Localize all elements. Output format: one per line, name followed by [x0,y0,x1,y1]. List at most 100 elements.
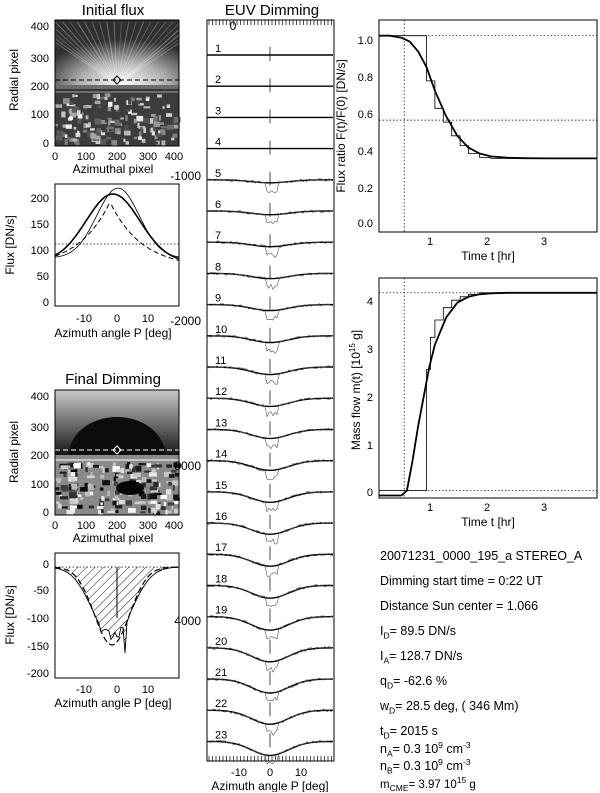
euv-row: 14 [206,449,334,481]
mass-y-tick: 1 [367,440,373,452]
mass-y-tick: 2 [367,392,373,404]
euv-row-label: 21 [215,667,227,679]
pixel-x-tick: 200 [108,151,126,163]
euv-row-label: 9 [215,293,221,305]
pixel-x-tick: 100 [77,151,95,163]
euv-axis-label: Azimuth angle P [deg] [211,779,328,792]
euv-row: 20 [206,636,334,673]
euv-row: 13 [206,417,334,450]
euv-row-label: 15 [215,480,227,492]
pixel-y-tick: 200 [31,81,49,93]
pixel-y-tick: 300 [31,422,49,434]
euv-row-label: 4 [215,137,221,149]
pixel-x-tick: 300 [139,520,157,532]
flux-y-tick: 50 [37,271,49,283]
pixel-y-tick: 100 [31,109,49,121]
radial-pixel-label: Radial pixel [7,421,21,483]
flux-y-tick: -100 [27,613,49,625]
euv-row-data [206,427,334,450]
ratio-y-tick: 0.0 [358,218,373,230]
flux-ratio-label: Flux ratio F(t)/F(0) [DN/s] [334,59,348,192]
euv-row-label: 13 [215,417,227,429]
final-dimming-image [54,389,182,518]
euv-row-label: 10 [215,324,227,336]
euv-row-data [206,584,334,607]
euv-row-label: 6 [215,199,221,211]
ratio-y-tick: 0.2 [358,183,373,195]
final-dimming-title: Final Dimming [65,371,161,388]
euv-row: 10 [206,324,334,354]
euv-row-data [206,553,334,578]
euv-row: 15 [206,480,334,513]
angle-x-tick: 10 [142,684,154,696]
euv-row-label: 17 [215,542,227,554]
euv-row-data [206,459,334,481]
pixel-x-tick: 400 [165,151,183,163]
euv-x-tick: -10 [231,767,247,779]
euv-y-tick: 4000 [174,614,201,628]
euv-row-data [206,521,334,545]
ratio-y-tick: 0.6 [358,109,373,121]
radial-pixel-label: Radial pixel [7,49,21,111]
pixel-y-tick: 200 [31,450,49,462]
time-x-tick: 2 [484,236,490,248]
time-x-tick: 1 [427,236,433,248]
euv-row-label: 3 [215,105,221,117]
euv-row-label: 14 [215,449,227,461]
euv-row-label: 8 [215,261,221,273]
euv-y-tick: -2000 [170,314,201,328]
euv-row-data [206,740,334,765]
td-text: tD= 2015 s [380,724,438,741]
euv-row-label: 22 [215,698,227,710]
pixel-x-tick: 300 [139,151,157,163]
pixel-y-tick: 400 [31,21,49,33]
time-x-tick: 3 [541,236,547,248]
euv-x-tick: 0 [267,767,273,779]
mass-y-tick: 3 [367,344,373,356]
pixel-y-tick: 400 [31,391,49,403]
euv-row: 3 [207,105,333,124]
flux-y-tick: -200 [27,668,49,680]
euv-row: 23 [206,729,334,765]
initial-flux-image [25,19,211,147]
fit-curve [379,291,597,497]
euv-row-fit [207,335,333,344]
fit-curve [379,34,597,160]
pixel-y-tick: 300 [31,53,49,65]
euv-row: 4 [207,137,333,155]
distance-text: Distance Sun center = 1.066 [380,599,539,613]
pixel-x-tick: 100 [77,520,95,532]
euv-row-label: 19 [215,605,227,617]
euv-row: 7 [206,230,334,258]
euv-row-data [206,178,334,194]
euv-row: 16 [206,511,334,545]
euv-row: 22 [206,698,334,736]
euv-y-tick: -1000 [170,169,201,183]
euv-row-data [206,490,334,513]
flux-y-tick: 100 [31,245,49,257]
euv-row-label: 5 [215,168,221,180]
euv-row-data [206,303,333,321]
euv-y-tick: 0 [230,19,237,33]
time-x-tick: 2 [484,502,490,514]
euv-row: 1 [207,43,333,61]
angle-x-tick: -10 [76,313,92,325]
euv-row: 5 [206,168,334,194]
euv-dimming-title: EUV Dimming [225,2,319,19]
qd-text: qD= -62.6 % [380,674,447,691]
azimuthal-pixel-label: Azimuthal pixel [73,531,154,545]
euv-row: 18 [206,573,334,607]
euv-row: 11 [206,355,334,385]
euv-row-fit [206,615,334,631]
euv-row-data [206,615,334,640]
initial-flux-title: Initial flux [82,2,145,19]
euv-row-label: 23 [215,729,227,741]
flux-dn-label: Flux [DN/s] [3,585,17,644]
azimuthal-pixel-label: Azimuthal pixel [73,162,154,176]
euv-row: 19 [206,605,334,640]
angle-x-tick: 0 [114,313,120,325]
flux-y-tick: 0 [43,297,49,309]
flux-dn-label: Flux [DN/s] [3,215,17,274]
